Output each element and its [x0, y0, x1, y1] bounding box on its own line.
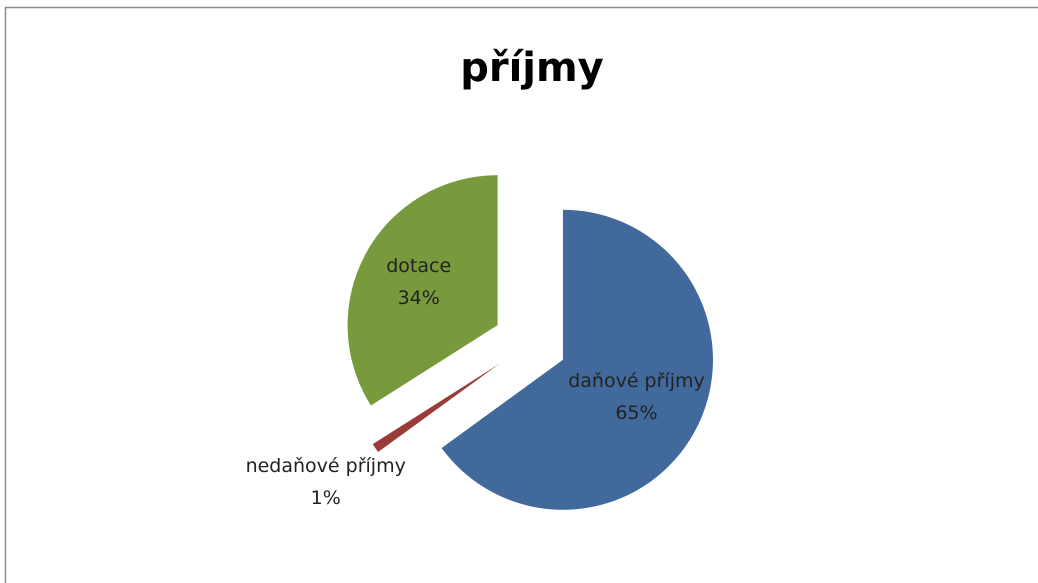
pie-slice: [441, 209, 713, 510]
data-label-category: dotace: [386, 254, 452, 277]
data-label-value: 1%: [310, 486, 341, 509]
data-label-value: 34%: [397, 286, 440, 309]
chart-title: příjmy: [460, 45, 604, 91]
data-label: dotace 34%: [344, 250, 494, 314]
pie-slice: [347, 175, 498, 406]
data-label: nedaňové příjmy 1%: [226, 450, 426, 514]
pie-slice: [372, 363, 500, 452]
data-label: daňové příjmy 65%: [561, 365, 711, 429]
data-label-value: 65%: [615, 402, 658, 425]
data-label-category: nedaňové příjmy: [245, 454, 406, 477]
data-label-category: daňové příjmy: [568, 370, 705, 393]
